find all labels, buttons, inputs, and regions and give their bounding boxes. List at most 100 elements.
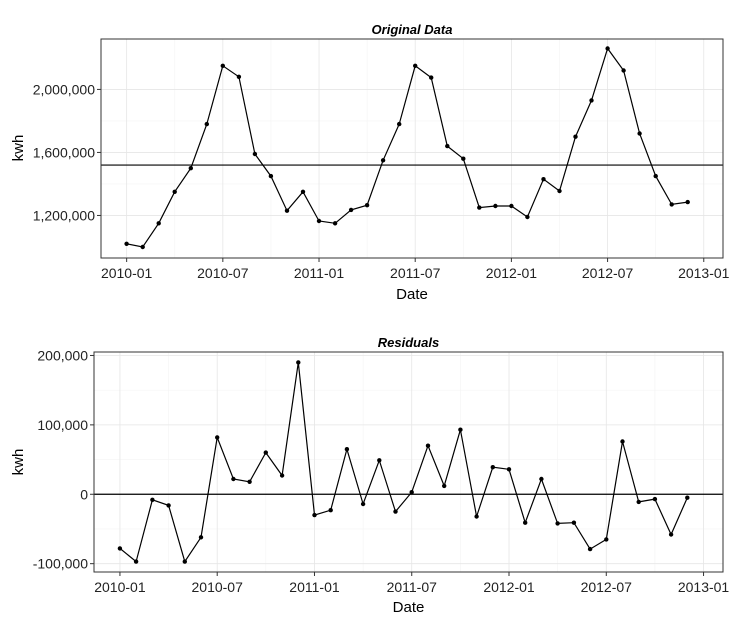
data-point	[364, 203, 370, 208]
data-point	[445, 143, 450, 149]
x-tick-label: 2013-01	[678, 579, 730, 595]
data-point	[442, 483, 447, 489]
data-point	[620, 439, 625, 444]
data-point	[669, 202, 674, 207]
data-point	[637, 131, 642, 136]
data-point	[268, 173, 274, 179]
x-tick-label: 2011-07	[390, 265, 441, 281]
data-point	[332, 221, 338, 226]
data-point	[316, 218, 322, 224]
data-point	[587, 546, 593, 552]
data-point	[360, 501, 366, 507]
data-point	[605, 46, 610, 51]
data-point	[539, 476, 544, 482]
data-point	[124, 241, 129, 246]
data-point	[182, 559, 187, 564]
x-tick-label: 2011-01	[294, 265, 345, 281]
data-point	[477, 205, 482, 210]
data-point	[458, 427, 463, 432]
data-point	[525, 214, 530, 220]
data-point	[204, 121, 209, 127]
x-tick-label: 2011-01	[289, 579, 340, 595]
data-point	[236, 74, 242, 80]
data-point	[312, 512, 317, 518]
x-tick-label: 2012-01	[486, 265, 538, 281]
data-point	[571, 520, 577, 525]
data-point	[348, 207, 354, 213]
data-point	[328, 508, 333, 513]
x-tick-label: 2013-01	[678, 265, 730, 281]
data-point	[506, 467, 512, 472]
plot-frame	[93, 351, 724, 573]
data-point	[573, 134, 578, 139]
data-point	[377, 458, 382, 463]
data-point	[150, 497, 155, 502]
series-line	[119, 362, 688, 564]
y-tick-label: 1,600,000	[33, 144, 95, 160]
data-point	[397, 121, 402, 127]
data-point	[198, 535, 204, 540]
data-point	[541, 177, 546, 182]
data-point	[279, 473, 285, 478]
data-point	[172, 189, 177, 194]
data-point	[509, 203, 514, 209]
y-axis-label: kwh	[10, 135, 27, 162]
y-tick-label: -100,000	[33, 556, 88, 572]
data-point	[247, 479, 252, 484]
chart-panel-1: 2010-01 2010-07 2011-01 2011-07 2012-01 2012-…	[10, 22, 730, 303]
data-point	[604, 537, 609, 542]
chart-title: Residuals	[378, 335, 439, 350]
data-point	[252, 151, 258, 157]
data-point	[413, 63, 418, 68]
data-point	[685, 199, 690, 205]
y-tick-label: 1,200,000	[33, 207, 95, 223]
data-point	[636, 499, 641, 505]
data-point	[220, 63, 225, 68]
x-axis-label: Date	[396, 286, 428, 303]
data-point	[166, 503, 171, 508]
data-point	[425, 443, 431, 448]
data-point	[461, 156, 466, 161]
data-point	[685, 495, 690, 500]
y-tick-label: 2,000,000	[33, 81, 95, 97]
data-point	[156, 221, 161, 226]
data-point	[300, 189, 306, 194]
series-line	[126, 47, 688, 248]
data-point	[523, 520, 528, 525]
data-point	[117, 546, 123, 551]
x-axis-label: Date	[393, 599, 425, 616]
data-point	[668, 532, 674, 537]
data-point	[140, 244, 145, 250]
chart-panel-2: 2010-01 2010-07 2011-01 2011-07 2012-01 2012-…	[10, 335, 729, 616]
plot-frame	[100, 38, 724, 259]
data-point	[133, 559, 139, 564]
data-point	[493, 203, 498, 209]
x-tick-label: 2010-07	[197, 265, 249, 281]
plot-background	[101, 39, 723, 258]
data-point	[284, 208, 290, 213]
x-tick-label: 2011-07	[387, 579, 438, 595]
data-point	[621, 68, 626, 73]
data-point	[393, 509, 398, 514]
plot-background	[94, 352, 723, 572]
x-tick-label: 2010-07	[192, 579, 244, 595]
x-tick-label: 2012-07	[582, 265, 634, 281]
x-tick-label: 2012-07	[581, 579, 633, 595]
data-point	[231, 476, 236, 482]
data-point	[296, 360, 301, 365]
data-point	[215, 435, 220, 440]
y-tick-label: 100,000	[37, 417, 88, 433]
data-point	[474, 514, 479, 519]
data-point	[344, 447, 350, 452]
data-point	[188, 166, 193, 171]
y-tick-label: 0	[80, 486, 88, 502]
data-point	[263, 450, 268, 455]
x-tick-label: 2010-01	[94, 579, 146, 595]
data-point	[557, 188, 562, 194]
x-tick-label: 2010-01	[101, 265, 153, 281]
data-point	[429, 75, 434, 80]
data-point	[652, 496, 658, 502]
data-point	[490, 465, 495, 470]
y-tick-label: 200,000	[37, 347, 88, 363]
chart-title: Original Data	[372, 22, 453, 37]
